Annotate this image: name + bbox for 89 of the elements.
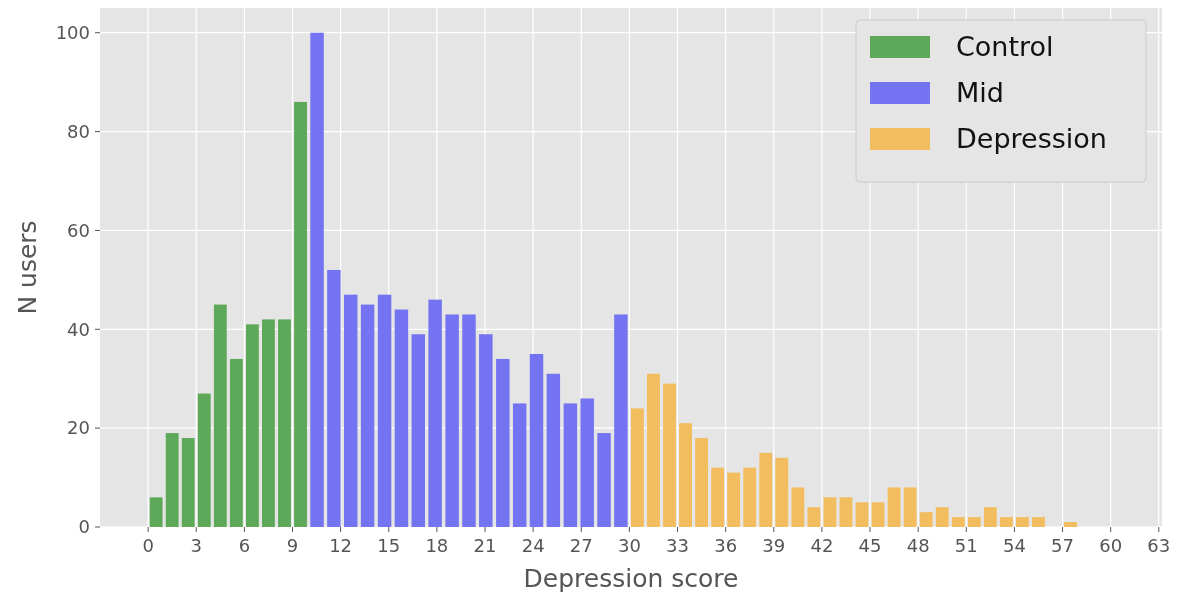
bar	[229, 358, 243, 527]
legend-label: Depression	[956, 123, 1107, 155]
y-tick-label: 60	[67, 219, 90, 241]
bar	[181, 438, 195, 527]
y-axis-title: N users	[13, 220, 42, 315]
x-tick-label: 36	[714, 535, 738, 556]
bar	[377, 294, 392, 527]
x-tick-label: 54	[1002, 535, 1026, 556]
bar	[428, 299, 442, 527]
legend-label: Control	[956, 31, 1054, 63]
bar	[999, 517, 1013, 527]
x-tick-label: 39	[762, 535, 786, 556]
bar	[213, 304, 227, 527]
bar	[294, 101, 307, 527]
bar	[165, 433, 179, 527]
x-tick-label: 33	[666, 535, 689, 556]
bar	[597, 433, 611, 527]
bar	[775, 457, 789, 527]
x-axis-title: Depression score	[523, 564, 739, 593]
bar	[411, 334, 426, 527]
x-tick-label: 60	[1099, 535, 1123, 556]
bar	[855, 502, 869, 527]
bar	[871, 502, 885, 527]
bar	[983, 507, 997, 527]
x-tick-label: 42	[810, 535, 834, 556]
bar	[727, 472, 741, 527]
bar	[327, 269, 341, 527]
bar	[663, 383, 676, 527]
legend-label: Mid	[956, 77, 1004, 109]
bar	[262, 319, 275, 527]
bar	[245, 324, 259, 527]
bar	[344, 294, 358, 527]
bar	[807, 507, 821, 527]
bar	[149, 497, 163, 527]
bar	[967, 517, 981, 527]
bar	[360, 304, 375, 527]
bar	[496, 358, 510, 527]
bar	[631, 408, 644, 527]
bar	[278, 319, 291, 527]
x-tick-label: 51	[954, 535, 978, 556]
x-tick-label: 18	[425, 535, 449, 556]
bar	[1064, 522, 1077, 527]
bar	[743, 467, 757, 527]
bar	[935, 507, 949, 527]
bar	[839, 497, 853, 527]
y-tick-label: 100	[55, 22, 90, 44]
bar	[919, 512, 933, 527]
y-tick-label: 0	[78, 516, 90, 538]
y-tick-label: 80	[67, 120, 90, 142]
bar	[580, 398, 594, 527]
x-tick-label: 9	[286, 535, 299, 556]
bar	[445, 314, 459, 527]
bar	[679, 423, 692, 527]
bar	[197, 393, 211, 527]
bar	[563, 403, 578, 527]
bar	[394, 309, 409, 527]
x-tick-label: 27	[569, 535, 593, 556]
bar	[903, 487, 917, 527]
y-tick-label: 40	[67, 318, 90, 340]
bar	[823, 497, 837, 527]
x-tick-label: 48	[906, 535, 930, 556]
bar	[887, 487, 901, 527]
x-tick-label: 0	[142, 535, 154, 556]
x-tick-label: 30	[617, 535, 641, 556]
bar	[479, 334, 493, 527]
bar	[1032, 517, 1045, 527]
x-tick-label: 45	[858, 535, 882, 556]
bar	[529, 354, 544, 527]
x-tick-label: 6	[238, 535, 251, 556]
bar	[1016, 517, 1029, 527]
bar	[951, 517, 965, 527]
bar	[462, 314, 476, 527]
x-tick-label: 21	[473, 535, 497, 556]
x-tick-label: 3	[190, 535, 202, 556]
bar	[695, 438, 708, 527]
x-tick-label: 12	[329, 535, 353, 556]
x-tick-label: 15	[377, 535, 401, 556]
bar	[791, 487, 805, 527]
bar	[647, 373, 660, 527]
y-tick-label: 20	[67, 417, 90, 439]
bar	[310, 32, 324, 527]
bar	[546, 373, 561, 527]
x-tick-label: 63	[1147, 535, 1171, 556]
bar	[614, 314, 628, 527]
x-tick-label: 57	[1051, 535, 1074, 556]
bar	[759, 452, 773, 527]
bar	[711, 467, 725, 527]
x-tick-label: 24	[521, 535, 545, 556]
bar	[512, 403, 527, 527]
